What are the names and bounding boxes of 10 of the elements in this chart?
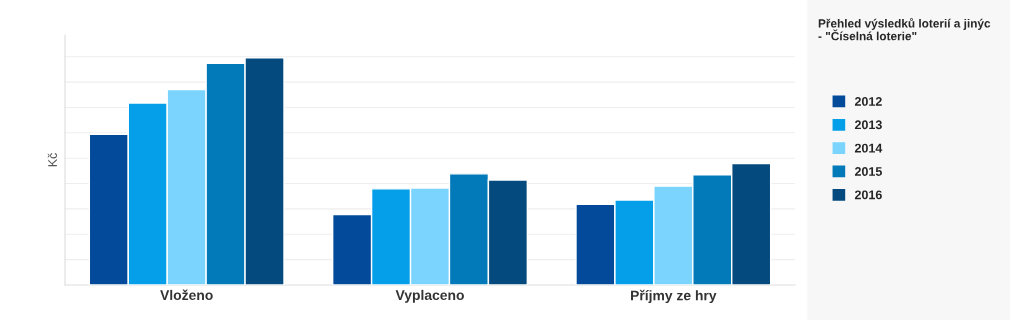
text: Přehled výsledků loterií a jinýc - "Číselná loterie" [818, 18, 991, 41]
legend-label: 2015 [854, 167, 882, 176]
legend-label: 2014 [854, 143, 883, 153]
x-tick-label: Vloženo [160, 289, 213, 301]
legend-label: 2012 [854, 97, 882, 106]
legend-label: 2013 [854, 120, 882, 130]
x-tick-label: Příjmy ze hry [631, 289, 717, 304]
y-axis-title: Kč [47, 153, 57, 167]
legend-label: 2016 [854, 190, 882, 200]
x-tick-label: Vyplaceno [395, 289, 464, 303]
